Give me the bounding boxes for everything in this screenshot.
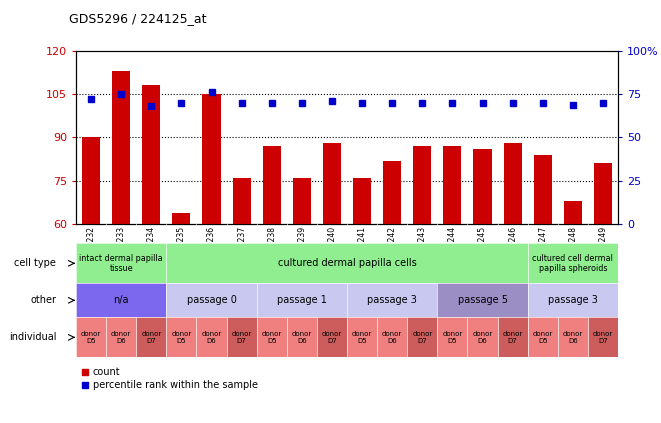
Text: cell type: cell type [15,258,56,268]
Bar [533,155,552,224]
Bar [173,213,190,224]
Text: donor
D6: donor D6 [111,331,132,344]
Text: donor
D5: donor D5 [81,331,101,344]
Text: donor
D6: donor D6 [292,331,312,344]
Bar [233,178,251,224]
Text: donor
D6: donor D6 [382,331,403,344]
Text: passage 3: passage 3 [368,295,417,305]
Bar [594,164,612,224]
Text: donor
D7: donor D7 [412,331,432,344]
Bar [293,178,311,224]
Text: donor
D5: donor D5 [352,331,372,344]
Text: passage 3: passage 3 [548,295,598,305]
Text: n/a: n/a [114,295,129,305]
Text: donor
D7: donor D7 [322,331,342,344]
Bar [504,143,522,224]
Text: percentile rank within the sample: percentile rank within the sample [93,380,258,390]
Text: passage 1: passage 1 [277,295,327,305]
Text: donor
D5: donor D5 [262,331,282,344]
Bar [473,149,492,224]
Bar [353,178,371,224]
Text: donor
D7: donor D7 [502,331,523,344]
Text: count: count [93,367,120,377]
Bar [202,94,221,224]
Bar [444,146,461,224]
Bar [142,85,161,224]
Text: donor
D6: donor D6 [202,331,221,344]
Bar [323,143,341,224]
Text: donor
D6: donor D6 [563,331,583,344]
Text: other: other [30,295,56,305]
Bar [262,146,281,224]
Bar [413,146,432,224]
Bar [383,161,401,224]
Text: individual: individual [9,332,56,342]
Text: donor
D7: donor D7 [231,331,252,344]
Text: donor
D7: donor D7 [141,331,161,344]
Text: donor
D7: donor D7 [593,331,613,344]
Bar [112,71,130,224]
Text: donor
D5: donor D5 [171,331,192,344]
Bar [82,137,100,224]
Text: donor
D5: donor D5 [533,331,553,344]
Text: donor
D6: donor D6 [473,331,492,344]
Text: passage 0: passage 0 [186,295,237,305]
Text: donor
D5: donor D5 [442,331,463,344]
Text: cultured cell dermal
papilla spheroids: cultured cell dermal papilla spheroids [532,254,613,273]
Text: passage 5: passage 5 [457,295,508,305]
Bar [564,201,582,224]
Text: intact dermal papilla
tissue: intact dermal papilla tissue [79,254,163,273]
Text: cultured dermal papilla cells: cultured dermal papilla cells [278,258,416,268]
Text: GDS5296 / 224125_at: GDS5296 / 224125_at [69,12,207,25]
